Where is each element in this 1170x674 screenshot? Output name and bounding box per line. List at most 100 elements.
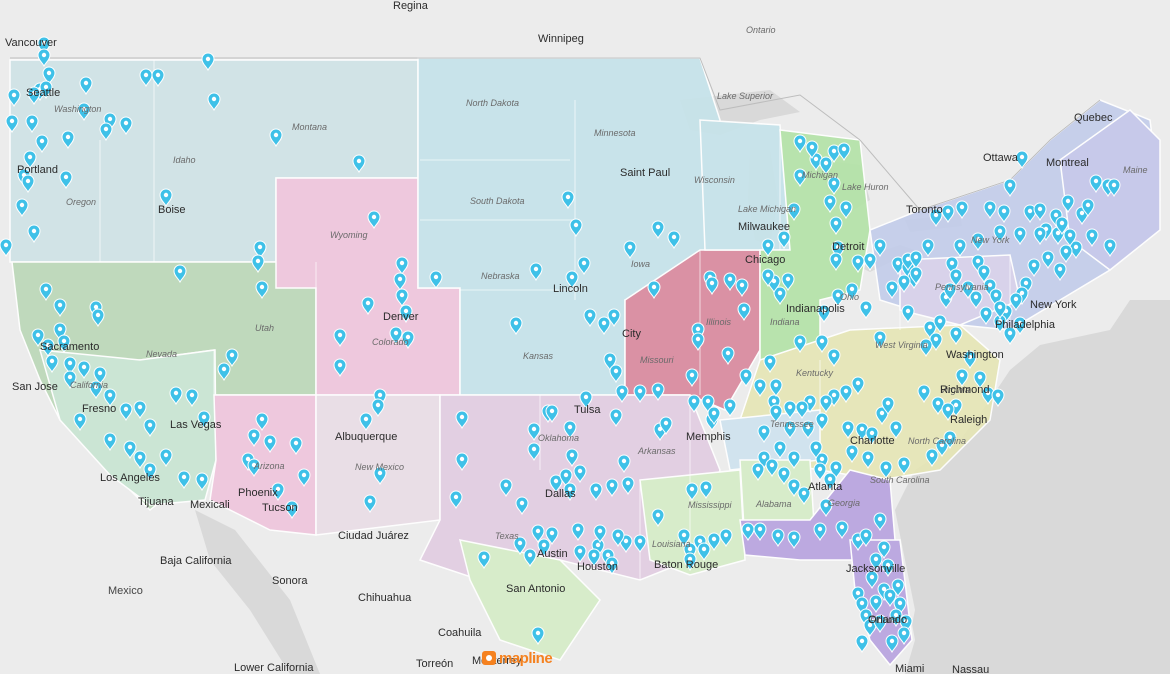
map-pin-icon[interactable]	[549, 474, 563, 494]
map-pin-icon[interactable]	[885, 634, 899, 654]
map-pin-icon[interactable]	[873, 512, 887, 532]
map-pin-icon[interactable]	[537, 538, 551, 558]
map-pin-icon[interactable]	[395, 256, 409, 276]
map-pin-icon[interactable]	[919, 338, 933, 358]
map-pin-icon[interactable]	[587, 548, 601, 568]
map-pin-icon[interactable]	[363, 494, 377, 514]
map-pin-icon[interactable]	[633, 534, 647, 554]
map-pin-icon[interactable]	[207, 92, 221, 112]
map-pin-icon[interactable]	[89, 380, 103, 400]
map-pin-icon[interactable]	[917, 384, 931, 404]
map-pin-icon[interactable]	[269, 128, 283, 148]
map-pin-icon[interactable]	[943, 282, 957, 302]
map-pin-icon[interactable]	[773, 286, 787, 306]
map-pin-icon[interactable]	[981, 386, 995, 406]
map-pin-icon[interactable]	[285, 500, 299, 520]
map-pin-icon[interactable]	[753, 522, 767, 542]
map-pin-icon[interactable]	[845, 282, 859, 302]
map-pin-icon[interactable]	[647, 280, 661, 300]
map-pin-icon[interactable]	[31, 328, 45, 348]
map-pin-icon[interactable]	[169, 386, 183, 406]
map-pin-icon[interactable]	[889, 608, 903, 628]
map-pin-icon[interactable]	[683, 552, 697, 572]
map-pin-icon[interactable]	[851, 376, 865, 396]
map-pin-icon[interactable]	[61, 130, 75, 150]
map-pin-icon[interactable]	[1013, 226, 1027, 246]
map-pin-icon[interactable]	[361, 296, 375, 316]
map-pin-icon[interactable]	[569, 218, 583, 238]
map-pin-icon[interactable]	[477, 550, 491, 570]
map-pin-icon[interactable]	[955, 200, 969, 220]
map-pin-icon[interactable]	[925, 448, 939, 468]
map-pin-icon[interactable]	[529, 262, 543, 282]
map-pin-icon[interactable]	[35, 134, 49, 154]
map-pin-icon[interactable]	[91, 308, 105, 328]
map-pin-icon[interactable]	[949, 326, 963, 346]
map-pin-icon[interactable]	[769, 378, 783, 398]
map-pin-icon[interactable]	[255, 412, 269, 432]
map-pin-icon[interactable]	[77, 360, 91, 380]
map-pin-icon[interactable]	[777, 466, 791, 486]
map-pin-icon[interactable]	[793, 134, 807, 154]
map-pin-icon[interactable]	[173, 264, 187, 284]
map-pin-icon[interactable]	[751, 462, 765, 482]
map-pin-icon[interactable]	[777, 230, 791, 250]
map-pin-icon[interactable]	[1107, 178, 1121, 198]
map-pin-icon[interactable]	[721, 346, 735, 366]
map-pin-icon[interactable]	[815, 412, 829, 432]
map-pin-icon[interactable]	[873, 238, 887, 258]
map-pin-icon[interactable]	[1103, 238, 1117, 258]
map-pin-icon[interactable]	[855, 634, 869, 654]
map-pin-icon[interactable]	[399, 304, 413, 324]
map-pin-icon[interactable]	[133, 450, 147, 470]
map-pin-icon[interactable]	[891, 578, 905, 598]
map-pin-icon[interactable]	[57, 334, 71, 354]
map-pin-icon[interactable]	[685, 368, 699, 388]
map-pin-icon[interactable]	[787, 478, 801, 498]
map-pin-icon[interactable]	[73, 412, 87, 432]
map-pin-icon[interactable]	[42, 66, 56, 86]
map-pin-icon[interactable]	[119, 116, 133, 136]
map-pin-icon[interactable]	[367, 210, 381, 230]
map-pin-icon[interactable]	[615, 384, 629, 404]
map-pin-icon[interactable]	[753, 378, 767, 398]
map-pin-icon[interactable]	[63, 370, 77, 390]
map-pin-icon[interactable]	[739, 368, 753, 388]
map-pin-icon[interactable]	[813, 462, 827, 482]
map-pin-icon[interactable]	[761, 268, 775, 288]
map-pin-icon[interactable]	[509, 316, 523, 336]
map-pin-icon[interactable]	[23, 150, 37, 170]
map-pin-icon[interactable]	[1003, 178, 1017, 198]
map-pin-icon[interactable]	[719, 528, 733, 548]
map-pin-icon[interactable]	[865, 570, 879, 590]
map-pin-icon[interactable]	[997, 204, 1011, 224]
map-pin-icon[interactable]	[829, 252, 843, 272]
map-pin-icon[interactable]	[41, 338, 55, 358]
map-pin-icon[interactable]	[5, 114, 19, 134]
map-pin-icon[interactable]	[685, 482, 699, 502]
map-pin-icon[interactable]	[63, 356, 77, 376]
map-pin-icon[interactable]	[783, 400, 797, 420]
map-pin-icon[interactable]	[53, 298, 67, 318]
map-pin-icon[interactable]	[863, 618, 877, 638]
map-pin-icon[interactable]	[863, 252, 877, 272]
map-pin-icon[interactable]	[723, 398, 737, 418]
map-pin-icon[interactable]	[831, 288, 845, 308]
map-pin-icon[interactable]	[865, 426, 879, 446]
map-pin-icon[interactable]	[741, 522, 755, 542]
map-pin-icon[interactable]	[37, 48, 51, 68]
map-pin-icon[interactable]	[757, 424, 771, 444]
map-pin-icon[interactable]	[579, 390, 593, 410]
map-pin-icon[interactable]	[151, 68, 165, 88]
map-pin-icon[interactable]	[185, 388, 199, 408]
map-pin-icon[interactable]	[691, 332, 705, 352]
map-pin-icon[interactable]	[1015, 150, 1029, 170]
map-pin-icon[interactable]	[787, 450, 801, 470]
map-pin-icon[interactable]	[801, 420, 815, 440]
map-pin-icon[interactable]	[573, 464, 587, 484]
map-pin-icon[interactable]	[429, 270, 443, 290]
map-pin-icon[interactable]	[991, 388, 1005, 408]
map-pin-icon[interactable]	[955, 368, 969, 388]
map-pin-icon[interactable]	[735, 278, 749, 298]
map-pin-icon[interactable]	[651, 508, 665, 528]
